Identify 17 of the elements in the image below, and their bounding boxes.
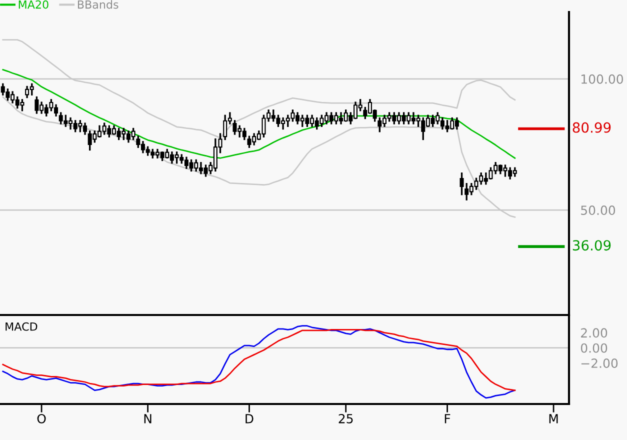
x-tick-label: M bbox=[549, 414, 558, 424]
x-tick-label: N bbox=[144, 414, 152, 424]
x-tick-label: F bbox=[444, 414, 450, 424]
y-tick-label: 100.00 bbox=[581, 74, 624, 84]
ref-line-label: 80.99 bbox=[572, 122, 611, 133]
legend-label: MA20 bbox=[18, 0, 48, 9]
x-tick-label: 25 bbox=[338, 414, 353, 424]
y-tick-label: 2.00 bbox=[581, 328, 608, 338]
x-tick-label: D bbox=[246, 414, 254, 424]
y-tick-label: −2.00 bbox=[581, 358, 618, 368]
legend-label: BBands bbox=[78, 0, 118, 9]
ref-line-label: 36.09 bbox=[572, 240, 611, 251]
chart-title: MACD bbox=[6, 322, 38, 331]
x-tick-label: O bbox=[37, 414, 46, 424]
y-tick-label: 50.00 bbox=[581, 206, 616, 215]
y-tick-label: 0.00 bbox=[580, 343, 608, 353]
candlestick bbox=[460, 172, 464, 196]
